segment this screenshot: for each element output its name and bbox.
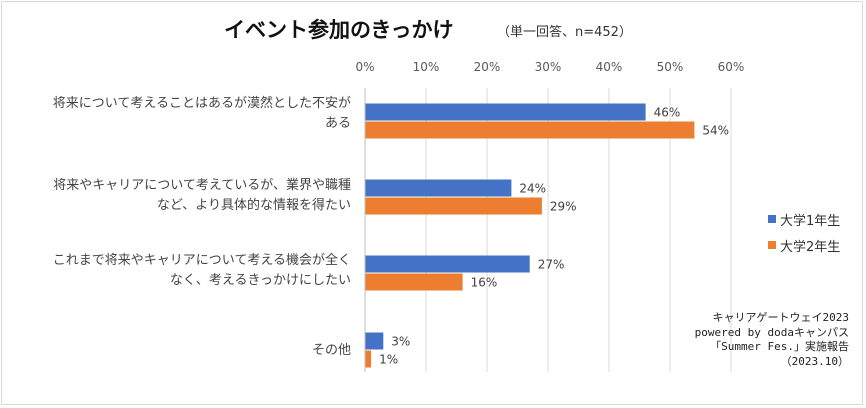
data-label-2-cat-0: 54% bbox=[702, 124, 729, 138]
legend-swatch-year1 bbox=[768, 215, 776, 223]
x-tick-label-4: 40% bbox=[596, 60, 623, 74]
bar-2-cat-2 bbox=[365, 273, 463, 291]
legend-item-year2: 大学2年生 bbox=[768, 232, 840, 258]
source-line-2: powered by dodaキャンパス bbox=[694, 325, 849, 339]
data-label-1-cat-2: 27% bbox=[538, 258, 565, 272]
bar-2-cat-1 bbox=[365, 197, 542, 215]
legend-item-year1: 大学1年生 bbox=[768, 206, 840, 232]
chart-title: イベント参加のきっかけ bbox=[224, 18, 454, 42]
legend-label-year1: 大学1年生 bbox=[780, 213, 841, 229]
bar-1-cat-1 bbox=[365, 179, 512, 197]
x-tick-label-2: 20% bbox=[474, 60, 501, 74]
legend: 大学1年生 大学2年生 bbox=[768, 206, 840, 258]
category-label-1: 将来やキャリアについて考えているが、業界や職種 など、より具体的な情報を得たい bbox=[0, 176, 351, 216]
data-label-2-cat-3: 1% bbox=[379, 353, 398, 367]
chart-subtitle: （単一回答、n=452） bbox=[497, 25, 632, 40]
legend-label-year2: 大学2年生 bbox=[780, 239, 841, 255]
x-tick-label-6: 60% bbox=[718, 60, 745, 74]
category-label-0-line-2: ある bbox=[324, 116, 351, 131]
bar-1-cat-0 bbox=[365, 103, 646, 121]
x-tick-label-0: 0% bbox=[355, 60, 374, 74]
x-tick-label-1: 10% bbox=[413, 60, 440, 74]
bar-1-cat-2 bbox=[365, 255, 530, 273]
bar-1-cat-3 bbox=[365, 332, 384, 350]
data-label-2-cat-1: 29% bbox=[550, 200, 577, 214]
data-label-1-cat-1: 24% bbox=[519, 182, 546, 196]
source-line-1: キャリアゲートウェイ2023 bbox=[712, 311, 850, 324]
category-label-2-line-2: なく、考えるきっかけにしたい bbox=[169, 273, 351, 288]
source-note: キャリアゲートウェイ2023 powered by dodaキャンパス 「Sum… bbox=[695, 311, 849, 369]
category-label-1-line-2: など、より具体的な情報を得たい bbox=[156, 198, 351, 213]
x-tick-label-5: 50% bbox=[657, 60, 684, 74]
data-label-2-cat-2: 16% bbox=[471, 276, 498, 290]
legend-swatch-year2 bbox=[768, 241, 776, 249]
category-label-0: 将来について考えることはあるが漠然とした不安が ある bbox=[0, 94, 351, 134]
x-tick-label-3: 30% bbox=[535, 60, 562, 74]
source-line-4: （2023.10） bbox=[780, 354, 849, 368]
bar-2-cat-3 bbox=[365, 350, 372, 368]
data-label-1-cat-0: 46% bbox=[654, 106, 681, 120]
category-label-2: これまで将来やキャリアについて考える機会が全く なく、考えるきっかけにしたい bbox=[0, 251, 351, 291]
bar-2-cat-0 bbox=[365, 121, 695, 139]
source-line-3: 「Summer Fes.」実施報告 bbox=[710, 340, 849, 353]
data-label-1-cat-3: 3% bbox=[391, 335, 410, 349]
category-label-3: その他 bbox=[0, 341, 351, 361]
category-label-3-line-1: その他 bbox=[311, 343, 351, 358]
category-label-1-line-1: 将来やキャリアについて考えているが、業界や職種 bbox=[53, 178, 351, 193]
category-label-2-line-1: これまで将来やキャリアについて考える機会が全く bbox=[52, 253, 351, 268]
category-label-0-line-1: 将来について考えることはあるが漠然とした不安が bbox=[52, 96, 351, 111]
